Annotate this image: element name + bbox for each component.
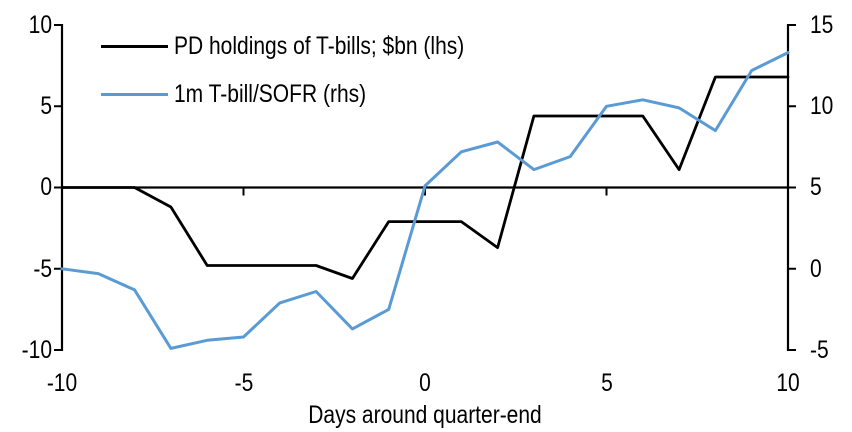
legend-item-pd-holdings: PD holdings of T-bills; $bn (lhs) — [101, 32, 520, 60]
left-axis-tick-label: 0 — [40, 173, 52, 201]
right-axis-tick-label: 5 — [810, 173, 822, 201]
legend-line-sample-black — [101, 44, 168, 48]
x-axis-tick-label: 0 — [419, 369, 431, 397]
left-axis-tick-label: -5 — [33, 255, 52, 283]
x-axis-tick-label: -10 — [46, 369, 78, 397]
legend-label: 1m T-bill/SOFR (rhs) — [174, 80, 367, 108]
x-axis-tick-label: 10 — [776, 369, 800, 397]
left-axis-tick-label: 10 — [28, 11, 52, 39]
right-axis-tick-label: -5 — [810, 336, 829, 364]
right-axis-tick-label: 10 — [810, 92, 834, 120]
series-lines — [60, 51, 790, 350]
series-line-0 — [60, 75, 790, 280]
x-axis-tick-label: 5 — [601, 369, 613, 397]
legend-line-sample-blue — [101, 92, 168, 96]
legend-item-tbill-sofr: 1m T-bill/SOFR (rhs) — [101, 80, 403, 108]
right-axis-tick-label: 0 — [810, 255, 822, 283]
series-line-1 — [60, 51, 790, 350]
legend-label: PD holdings of T-bills; $bn (lhs) — [174, 32, 465, 60]
x-axis-title: Days around quarter-end — [308, 401, 542, 429]
left-axis-tick-label: 5 — [40, 92, 52, 120]
left-axis-tick-label: -10 — [21, 336, 52, 364]
x-axis-tick-label: -5 — [234, 369, 254, 397]
right-axis-tick-label: 15 — [810, 11, 834, 39]
